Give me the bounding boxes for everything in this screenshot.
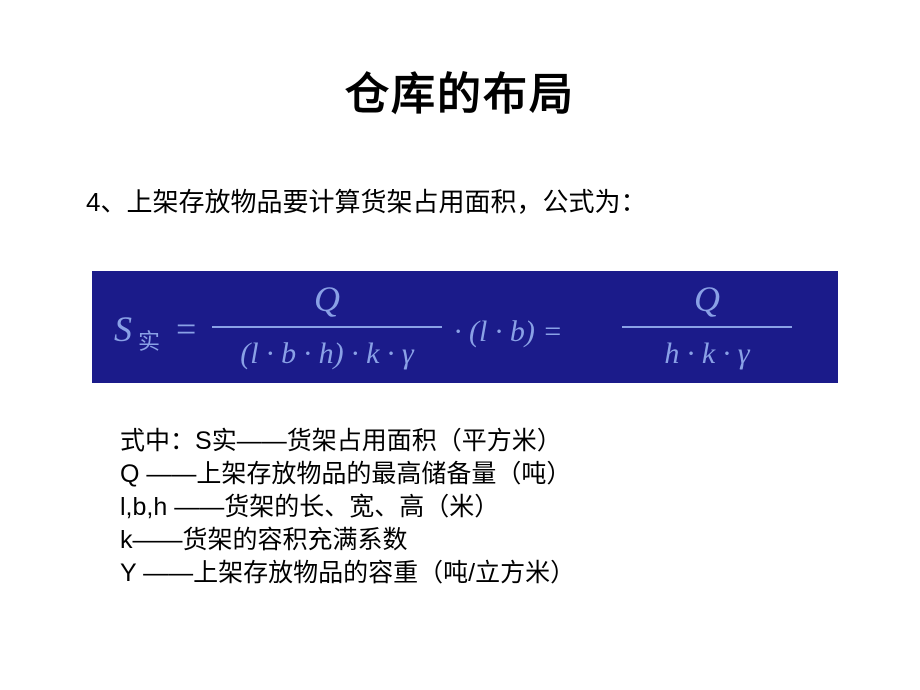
- legend-line-3: k——货架的容积充满系数: [120, 524, 920, 557]
- frac1-den: (l · b · h) · k · γ: [240, 337, 415, 370]
- frac2-num: Q: [694, 279, 720, 319]
- formula-svg: S 实 = Q (l · b · h) · k · γ · (l · b) = …: [102, 271, 838, 383]
- slide: 仓库的布局 4、上架存放物品要计算货架占用面积，公式为： S 实 = Q (l …: [0, 0, 920, 690]
- legend-line-4: Y ——上架存放物品的容重（吨/立方米）: [120, 557, 920, 590]
- intro-text: 4、上架存放物品要计算货架占用面积，公式为：: [0, 122, 920, 219]
- legend-prefix: 式中：: [120, 427, 195, 455]
- legend-line-2: l,b,h ——货架的长、宽、高（米）: [120, 491, 920, 524]
- eq1: =: [176, 309, 196, 349]
- lhs-sub: 实: [138, 329, 160, 354]
- legend-line-1: Q ——上架存放物品的最高储备量（吨）: [120, 458, 920, 491]
- mid-text: · (l · b) =: [454, 315, 563, 348]
- frac1-num: Q: [314, 279, 340, 319]
- legend: 式中：S实——货架占用面积（平方米） Q ——上架存放物品的最高储备量（吨） l…: [0, 383, 920, 590]
- formula-box: S 实 = Q (l · b · h) · k · γ · (l · b) = …: [92, 271, 838, 383]
- legend-text-0: S实——货架占用面积（平方米）: [195, 427, 562, 455]
- page-title: 仓库的布局: [0, 0, 920, 122]
- frac2-den: h · k · γ: [664, 337, 750, 370]
- lhs-S: S: [114, 309, 132, 349]
- legend-line-0: 式中：S实——货架占用面积（平方米）: [120, 425, 920, 458]
